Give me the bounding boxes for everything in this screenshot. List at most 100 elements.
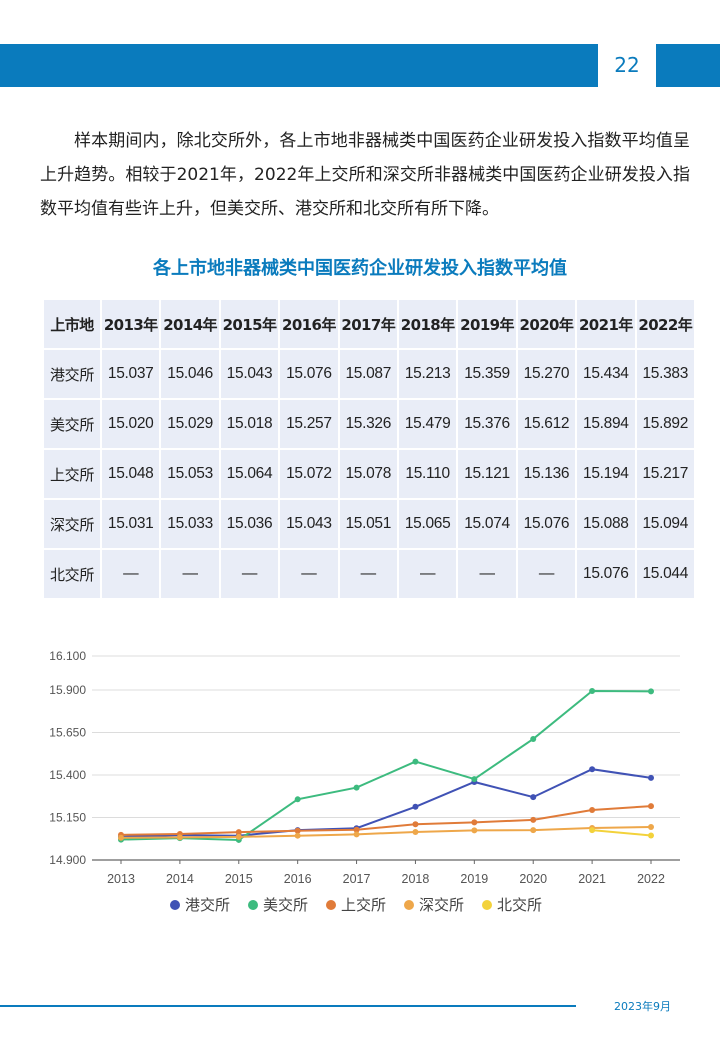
table-cell: 15.087 — [337, 348, 399, 400]
legend-marker — [170, 900, 180, 910]
table-cell: — — [159, 548, 221, 600]
table-row: 美交所 15.020 15.029 15.018 15.257 15.326 1… — [42, 398, 697, 450]
table-cell: 15.434 — [575, 348, 637, 400]
table-cell: 15.326 — [337, 398, 399, 450]
line-chart: 14.900 15.150 15.400 15.650 15.900 16.100 2013… — [0, 640, 720, 940]
table-cell: 15.076 — [575, 548, 637, 600]
data-point — [530, 816, 537, 823]
table-cell: 15.376 — [456, 398, 518, 450]
data-point — [530, 735, 537, 742]
data-point — [589, 766, 596, 773]
table-cell: 15.048 — [99, 448, 162, 500]
table-row: 上交所 15.048 15.053 15.064 15.072 15.078 1… — [42, 448, 697, 500]
table-cell: 美交所 — [42, 398, 102, 450]
table-cell: — — [396, 548, 459, 600]
footer-line — [0, 1005, 576, 1007]
legend-label: 上交所 — [341, 896, 386, 914]
data-point — [530, 794, 537, 801]
table-cell: 15.088 — [575, 498, 637, 550]
y-tick-label: 15.150 — [49, 811, 86, 825]
data-point — [235, 833, 242, 840]
data-point — [648, 688, 654, 695]
series-line — [120, 805, 652, 836]
header-cell: 2015年 — [218, 298, 281, 350]
data-point — [412, 821, 419, 828]
table-cell: — — [515, 548, 578, 600]
header-cell: 2019年 — [456, 298, 518, 350]
table-cell: 15.479 — [396, 398, 459, 450]
header-cell: 上市地 — [42, 298, 102, 350]
table-cell: 15.136 — [515, 448, 578, 500]
data-point — [648, 774, 654, 781]
table-cell: 15.213 — [396, 348, 459, 400]
table-cell: 15.018 — [218, 398, 281, 450]
data-point — [353, 831, 360, 838]
data-point — [471, 827, 478, 834]
table-cell: 15.270 — [515, 348, 578, 400]
table-cell: 15.031 — [99, 498, 162, 550]
data-point — [648, 832, 654, 839]
legend-label: 北交所 — [497, 896, 542, 914]
table-cell: 15.359 — [456, 348, 518, 400]
x-tick-label: 2019 — [460, 872, 488, 886]
table-row: 深交所 15.031 15.033 15.036 15.043 15.051 1… — [42, 498, 697, 550]
table-cell: 15.044 — [634, 548, 697, 600]
header-cell: 2020年 — [515, 298, 578, 350]
x-tick-label: 2017 — [343, 872, 371, 886]
data-point — [412, 803, 419, 810]
legend-marker — [326, 900, 336, 910]
data-point — [412, 758, 419, 765]
data-point — [412, 828, 419, 835]
x-tick-label: 2022 — [637, 872, 665, 886]
x-tick-label: 2016 — [284, 872, 312, 886]
y-tick-label: 15.900 — [49, 683, 86, 697]
table-cell: — — [456, 548, 518, 600]
data-table: 上市地 2013年 2014年 2015年 2016年 2017年 2018年 … — [42, 298, 697, 600]
table-cell: 北交所 — [42, 548, 102, 600]
x-tick-label: 2015 — [225, 872, 253, 886]
table-row: 北交所 — — — — — — — — 15.076 15.044 — [42, 548, 697, 600]
data-point — [353, 826, 360, 833]
series-line — [120, 690, 652, 841]
table-cell: 15.053 — [159, 448, 221, 500]
table-cell: 15.094 — [634, 498, 697, 550]
table-cell: 上交所 — [42, 448, 102, 500]
legend-marker — [404, 900, 414, 910]
table-cell: 15.033 — [159, 498, 221, 550]
table-header-row: 上市地 2013年 2014年 2015年 2016年 2017年 2018年 … — [42, 298, 697, 350]
table-cell: 15.892 — [634, 398, 697, 450]
legend-label: 美交所 — [263, 896, 308, 914]
table-cell: — — [218, 548, 281, 600]
table-cell: 15.043 — [218, 348, 281, 400]
legend-label: 深交所 — [419, 896, 464, 914]
header-cell: 2022年 — [634, 298, 697, 350]
legend-marker — [248, 900, 258, 910]
data-point — [353, 784, 360, 791]
data-point — [589, 827, 596, 834]
data-point — [471, 776, 478, 783]
data-point — [589, 807, 596, 814]
table-cell: 15.383 — [634, 348, 697, 400]
legend-label: 港交所 — [185, 896, 230, 914]
table-cell: 15.612 — [515, 398, 578, 450]
table-cell: 15.051 — [337, 498, 399, 550]
data-point — [648, 803, 654, 810]
table-cell: — — [337, 548, 399, 600]
series-line — [592, 829, 652, 837]
page-number: 22 — [614, 53, 640, 77]
table-cell: 15.064 — [218, 448, 281, 500]
data-point — [235, 829, 242, 836]
table-cell: 15.043 — [278, 498, 340, 550]
data-point — [294, 796, 301, 803]
x-tick-label: 2018 — [402, 872, 430, 886]
data-point — [294, 832, 301, 839]
table-cell: 15.078 — [337, 448, 399, 500]
data-point — [648, 824, 654, 831]
data-point — [530, 827, 537, 834]
data-point — [294, 827, 301, 834]
table-cell: 港交所 — [42, 348, 102, 400]
y-tick-label: 15.650 — [49, 726, 86, 740]
intro-paragraph: 样本期间内，除北交所外，各上市地非器械类中国医药企业研发投入指数平均值呈上升趋势… — [40, 131, 690, 219]
header-cell: 2013年 — [99, 298, 162, 350]
y-tick-label: 15.400 — [49, 768, 86, 782]
